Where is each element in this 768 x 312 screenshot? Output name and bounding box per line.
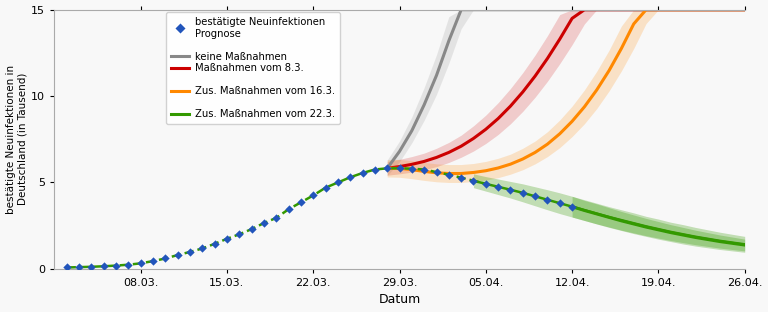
Point	[196, 246, 208, 251]
Point	[468, 178, 480, 183]
Point	[319, 185, 332, 190]
Point	[418, 167, 430, 172]
Point	[159, 256, 171, 261]
Point	[430, 170, 442, 175]
Point	[220, 236, 233, 241]
Point	[61, 265, 73, 270]
Point	[529, 194, 541, 199]
Point	[73, 265, 85, 270]
Point	[295, 200, 307, 205]
Point	[171, 252, 184, 257]
Point	[110, 263, 122, 268]
Point	[356, 170, 369, 175]
Point	[258, 221, 270, 226]
Point	[147, 259, 159, 264]
Point	[307, 193, 319, 198]
Point	[122, 262, 134, 267]
Point	[541, 197, 554, 202]
Point	[381, 166, 393, 171]
Point	[344, 175, 356, 180]
Point	[283, 207, 295, 212]
Point	[393, 166, 406, 171]
Point	[455, 175, 467, 180]
Point	[369, 167, 381, 172]
Point	[270, 215, 283, 220]
Point	[208, 241, 220, 246]
Point	[233, 232, 246, 237]
Point	[85, 264, 98, 269]
Point	[98, 264, 110, 269]
Point	[554, 201, 566, 206]
Point	[184, 249, 196, 254]
Point	[442, 172, 455, 177]
Y-axis label: bestätigte Neuinfektionen in
Deutschland (in Tausend): bestätigte Neuinfektionen in Deutschland…	[5, 65, 27, 214]
Point	[480, 181, 492, 186]
Point	[517, 190, 529, 195]
X-axis label: Datum: Datum	[379, 294, 421, 306]
Point	[332, 180, 344, 185]
Legend: bestätigte Neuinfektionen
Prognose, , keine Maßnahmen, Maßnahmen vom 8.3., , Zus: bestätigte Neuinfektionen Prognose, , ke…	[167, 12, 340, 124]
Point	[492, 184, 505, 189]
Point	[566, 204, 578, 209]
Point	[406, 166, 418, 171]
Point	[505, 187, 517, 192]
Point	[246, 227, 258, 232]
Point	[134, 261, 147, 266]
